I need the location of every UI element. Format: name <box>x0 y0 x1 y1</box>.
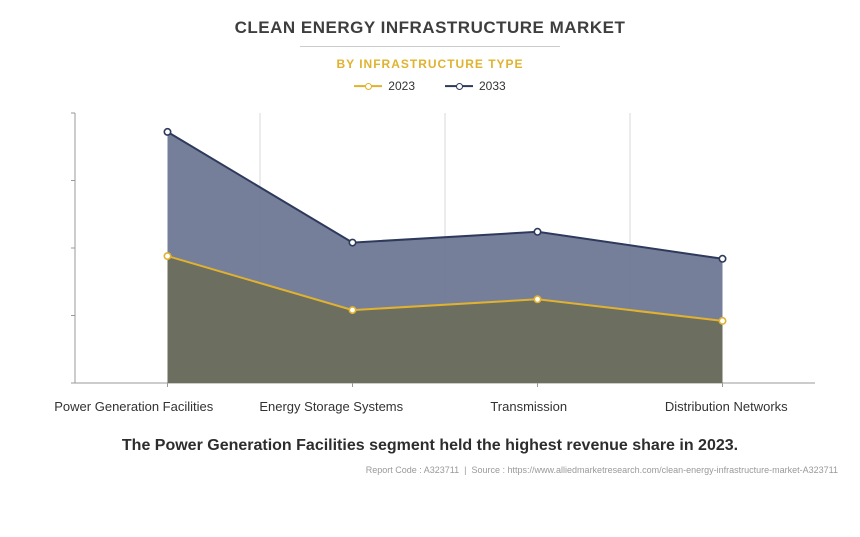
x-axis-label: Transmission <box>430 393 628 415</box>
chart-container: CLEAN ENERGY INFRASTRUCTURE MARKET BY IN… <box>0 0 860 537</box>
x-axis-label: Energy Storage Systems <box>233 393 431 415</box>
title-underline <box>300 46 560 47</box>
legend-circle-icon <box>365 83 372 90</box>
legend-item: 2023 <box>354 79 415 93</box>
x-axis-label: Power Generation Facilities <box>35 393 233 415</box>
legend-circle-icon <box>456 83 463 90</box>
chart-plot-area <box>35 103 825 393</box>
x-axis-labels: Power Generation Facilities Energy Stora… <box>35 393 825 415</box>
legend-marker-icon <box>445 80 473 92</box>
legend-label: 2033 <box>479 79 506 93</box>
chart-legend: 2023 2033 <box>12 79 848 93</box>
chart-title: CLEAN ENERGY INFRASTRUCTURE MARKET <box>12 18 848 38</box>
source-label: Source : <box>471 465 505 475</box>
x-axis-label: Distribution Networks <box>628 393 826 415</box>
source-url: https://www.alliedmarketresearch.com/cle… <box>508 465 838 475</box>
chart-caption: The Power Generation Facilities segment … <box>12 437 848 455</box>
legend-marker-icon <box>354 80 382 92</box>
chart-svg <box>35 103 825 393</box>
report-code-label: Report Code : <box>366 465 422 475</box>
legend-label: 2023 <box>388 79 415 93</box>
chart-subtitle: BY INFRASTRUCTURE TYPE <box>12 57 848 71</box>
report-code-value: A323711 <box>424 465 459 475</box>
legend-item: 2033 <box>445 79 506 93</box>
chart-footer: Report Code : A323711 | Source : https:/… <box>12 465 848 475</box>
